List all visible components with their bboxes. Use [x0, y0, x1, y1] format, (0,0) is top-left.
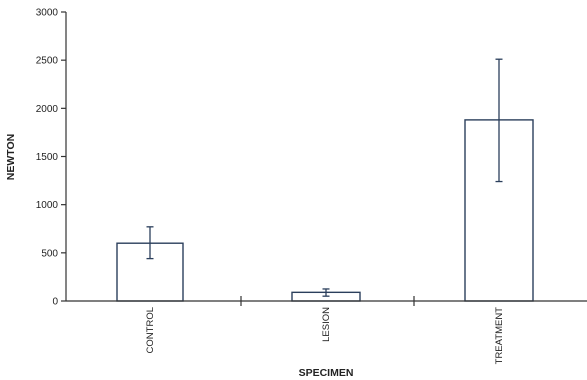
- y-tick-label: 2000: [36, 104, 59, 115]
- error-bars: [146, 58, 503, 297]
- x-axis-ticks: [240, 296, 415, 306]
- error-bar-control: [146, 226, 154, 260]
- category-label: CONTROL: [145, 307, 156, 353]
- error-bar-treatment: [495, 58, 503, 183]
- y-tick-label: 0: [52, 297, 58, 308]
- category-labels: CONTROL LESION TREATMENT: [145, 307, 505, 365]
- x-axis-title: SPECIMEN: [299, 367, 354, 379]
- bars: [116, 119, 534, 302]
- y-tick-label: 1500: [36, 152, 59, 163]
- y-tick-label: 2500: [36, 56, 59, 67]
- category-label: TREATMENT: [494, 307, 505, 365]
- y-axis-ticks: 0 500 1000 1500 2000 2500 3000: [36, 8, 66, 308]
- y-axis-title: NEWTON: [5, 134, 17, 180]
- y-tick-label: 500: [41, 248, 58, 259]
- error-bar-lesion: [322, 288, 330, 297]
- y-tick-label: 1000: [36, 200, 59, 211]
- category-label: LESION: [321, 307, 332, 342]
- y-tick-label: 3000: [36, 8, 59, 19]
